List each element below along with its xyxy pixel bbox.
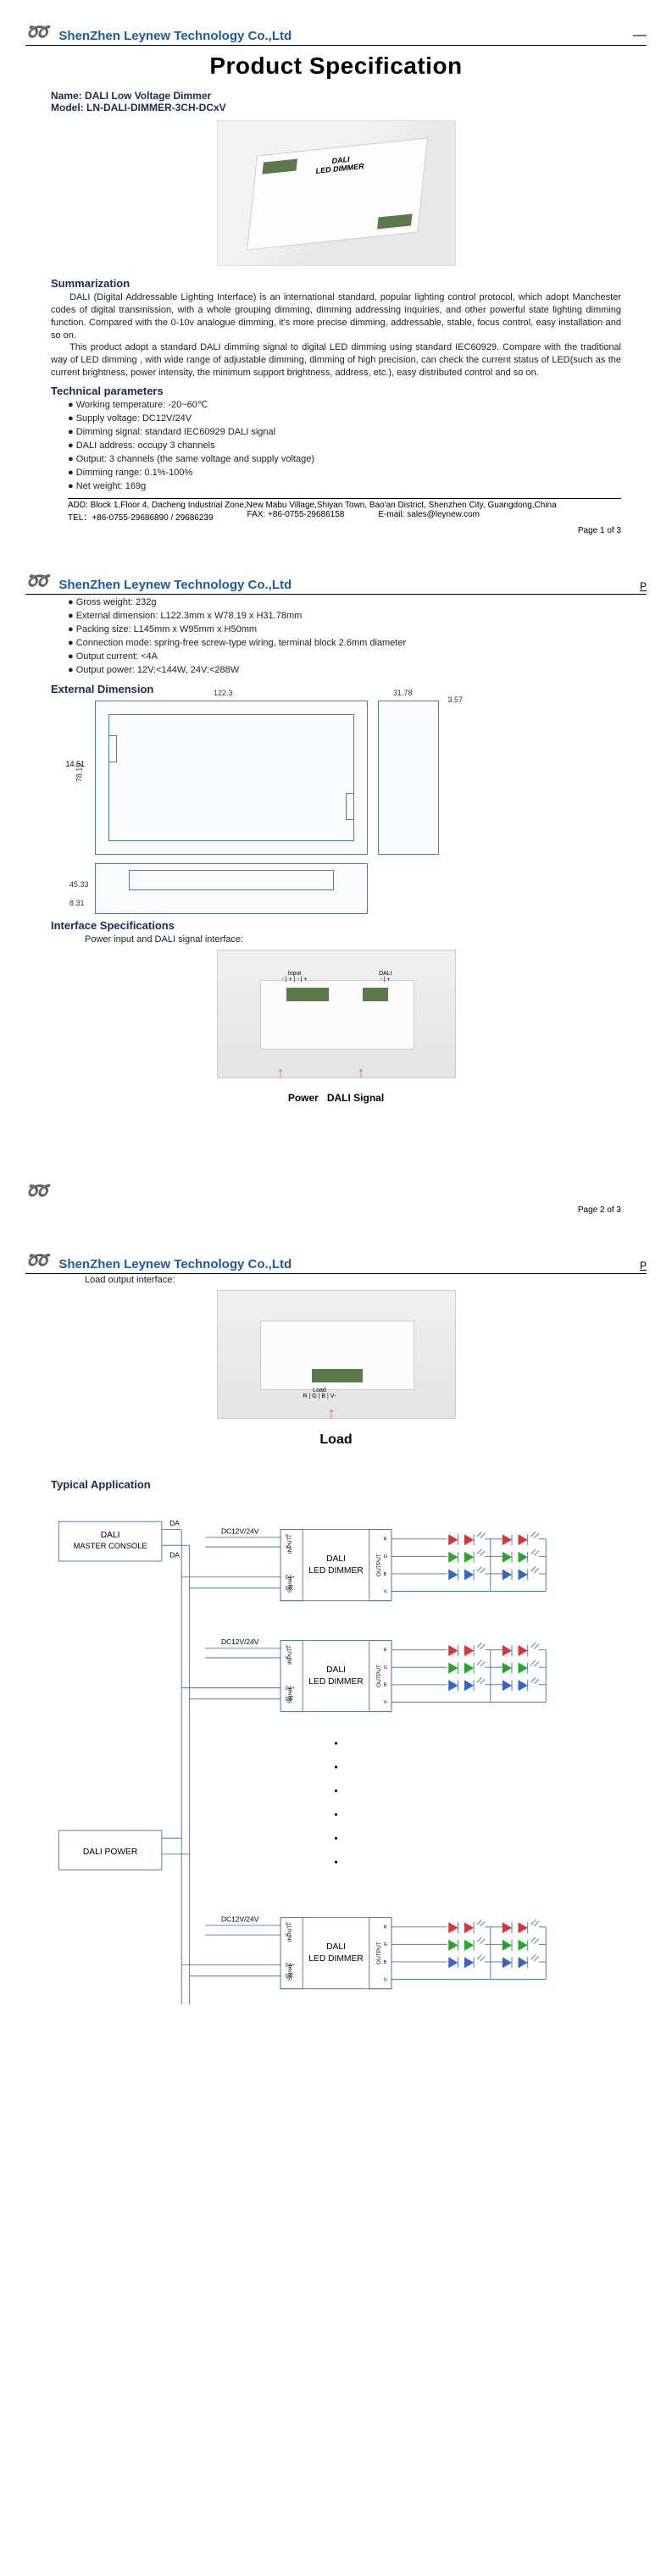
company-name: ShenZhen Leynew Technology Co.,Ltd (58, 29, 292, 43)
dim-depth: 31.78 (393, 689, 413, 697)
product-name: DALI Low Voltage Dimmer (85, 90, 211, 102)
param-item: DALI address: occupy 3 channels (68, 440, 647, 453)
tel-line: TEL：+86-0755-29686890 / 29686239 (68, 510, 214, 523)
param-item: Working temperature: -20~60℃ (68, 399, 647, 413)
product-model: LN-DALI-DIMMER-3CH-DCxV (86, 102, 226, 114)
svg-text:MASTER CONSOLE: MASTER CONSOLE (74, 1542, 147, 1550)
interface-sub-1: Power input and DALI signal interface: (25, 933, 647, 946)
section-typical: Typical Application (51, 1478, 647, 1491)
logo: ➿ (25, 21, 48, 43)
summary-para1: DALI (Digital Addressable Lighting Inter… (25, 291, 647, 341)
logo: ➿ (25, 1249, 48, 1271)
param-item: Dimming signal: standard IEC60929 DALI s… (68, 426, 647, 440)
svg-text:DC12V/24V: DC12V/24V (221, 1914, 259, 1923)
dimension-figure: 14.51 78.19 122.3 31.78 3.57 (51, 701, 621, 914)
company-name: ShenZhen Leynew Technology Co.,Ltd (58, 578, 292, 592)
section-ext-dim: External Dimension (51, 683, 647, 695)
label-dali: DALI Signal (327, 1092, 384, 1104)
product-photo: DALILED DIMMER (217, 120, 456, 266)
param-item: Dimming range: 0.1%-100% (68, 467, 647, 480)
page-number-1: Page 1 of 3 (25, 523, 647, 540)
param-item: Output: 3 channels (the same voltage and… (68, 453, 647, 467)
logo: ➿ (25, 570, 48, 592)
footer-contact: ADD: Block 1,Floor 4, Dacheng Industrial… (68, 498, 621, 523)
email-line: E-mail: sales@leynew.com (378, 510, 480, 523)
label-load: Load (319, 1432, 352, 1447)
fax-line: FAX: +86-0755-29686158 (247, 510, 345, 523)
svg-text:DALI: DALI (101, 1531, 120, 1540)
section-summarization: Summarization (51, 277, 647, 290)
interface-sub-2: Load output interface: (25, 1274, 647, 1287)
model-label: Model: (51, 102, 84, 114)
param-item: Gross weight: 232g (68, 596, 647, 610)
address-line: ADD: Block 1,Floor 4, Dacheng Industrial… (68, 501, 621, 510)
svg-text:DC12V/24V: DC12V/24V (221, 1526, 259, 1535)
dim-small2: 3.57 (447, 695, 463, 704)
params-list-1: Working temperature: -20~60℃Supply volta… (68, 399, 647, 494)
doc-title: Product Specification (25, 53, 647, 80)
param-item: Output current: <4A (68, 651, 647, 664)
section-interface: Interface Specifications (51, 919, 647, 932)
param-item: External dimension: L122.3mm x W78.19 x … (68, 610, 647, 623)
param-item: Net weight: 169g (68, 480, 647, 494)
param-item: Output power: 12V:<144W, 24V:<288W (68, 664, 647, 678)
dim-width: 122.3 (214, 689, 233, 697)
page-number-2: Page 2 of 3 (25, 1202, 647, 1220)
svg-text:DC12V/24V: DC12V/24V (221, 1637, 259, 1646)
section-tech-params: Technical parameters (51, 385, 647, 397)
dim-small3: 45.33 (69, 880, 89, 889)
company-name: ShenZhen Leynew Technology Co.,Ltd (58, 1257, 292, 1271)
label-power: Power (288, 1092, 319, 1104)
interface-figure-1: Input- | + | - | + DALI- | + (217, 950, 456, 1078)
logo: ➿ (25, 1180, 48, 1201)
svg-text:DA: DA (169, 1519, 180, 1527)
application-figure: DALI LED DIMMER INPUT Signal OUTPUT V+V-… (51, 1496, 621, 2041)
interface-figure-2: LoadR | G | B | V- (217, 1290, 456, 1419)
param-item: Connection mode: spring-free screw-type … (68, 637, 647, 651)
param-item: Supply voltage: DC12V/24V (68, 413, 647, 426)
summary-para2: This product adopt a standard DALI dimmi… (25, 341, 647, 379)
svg-text:DALI POWER: DALI POWER (83, 1848, 137, 1857)
params-list-2: Gross weight: 232gExternal dimension: L1… (68, 596, 647, 678)
dim-height: 78.19 (75, 763, 83, 783)
name-label: Name: (51, 90, 82, 102)
svg-text:DA: DA (169, 1550, 180, 1559)
param-item: Packing size: L145mm x W95mm x H50mm (68, 623, 647, 637)
dim-small4: 8.31 (69, 899, 85, 907)
